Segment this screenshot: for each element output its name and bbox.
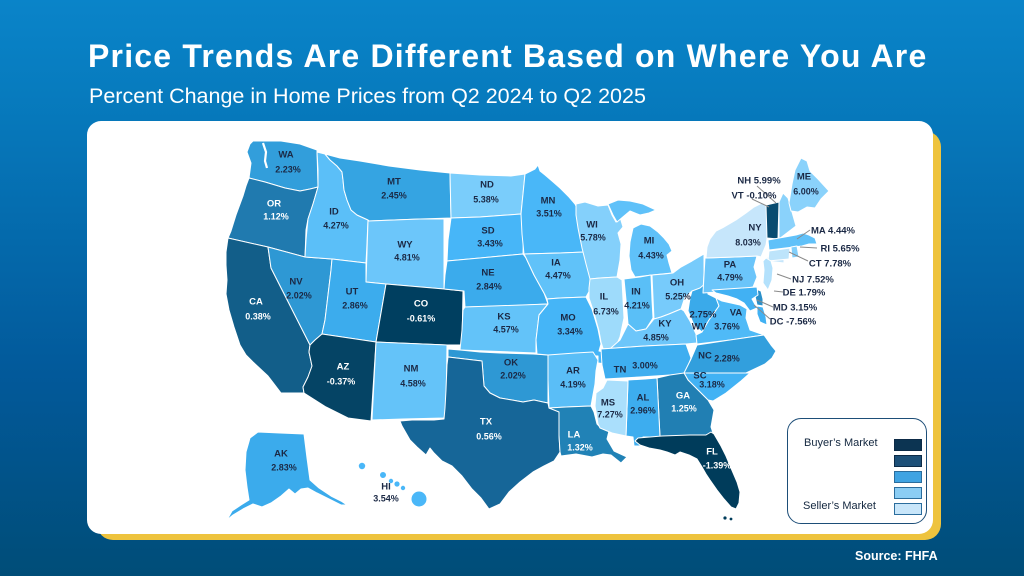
svg-text:VT -0.10%: VT -0.10% — [732, 191, 777, 202]
svg-text:3.54%: 3.54% — [373, 494, 399, 504]
svg-text:1.25%: 1.25% — [671, 404, 697, 414]
svg-text:4.57%: 4.57% — [493, 325, 519, 335]
svg-text:NE: NE — [481, 268, 494, 279]
svg-text:MA 4.44%: MA 4.44% — [811, 226, 856, 237]
svg-text:4.27%: 4.27% — [323, 221, 349, 231]
svg-text:OR: OR — [267, 199, 281, 210]
svg-text:5.38%: 5.38% — [473, 195, 499, 205]
svg-text:WY: WY — [397, 240, 413, 251]
svg-text:DC -7.56%: DC -7.56% — [770, 317, 817, 328]
svg-text:KY: KY — [658, 319, 672, 330]
svg-text:2.45%: 2.45% — [381, 191, 407, 201]
svg-text:CT 7.78%: CT 7.78% — [809, 259, 852, 270]
svg-text:OH: OH — [670, 278, 684, 289]
svg-text:SD: SD — [481, 226, 494, 237]
svg-text:2.84%: 2.84% — [476, 282, 502, 292]
svg-text:3.51%: 3.51% — [536, 209, 562, 219]
svg-text:SC: SC — [693, 371, 706, 382]
svg-text:IA: IA — [551, 258, 561, 269]
svg-text:4.43%: 4.43% — [638, 251, 664, 261]
svg-text:LA: LA — [568, 430, 581, 441]
svg-text:RI 5.65%: RI 5.65% — [820, 244, 860, 255]
svg-text:0.56%: 0.56% — [476, 432, 502, 442]
svg-text:7.27%: 7.27% — [597, 410, 623, 420]
svg-text:MT: MT — [387, 177, 401, 188]
svg-text:GA: GA — [676, 391, 690, 402]
svg-text:AL: AL — [637, 393, 650, 404]
svg-text:CA: CA — [249, 297, 263, 308]
svg-text:5.78%: 5.78% — [580, 233, 606, 243]
svg-text:2.75%: 2.75% — [690, 310, 717, 321]
svg-text:2.96%: 2.96% — [630, 406, 656, 416]
svg-text:IL: IL — [600, 292, 609, 303]
svg-text:NY: NY — [748, 223, 762, 234]
svg-text:4.21%: 4.21% — [624, 301, 650, 311]
svg-text:2.02%: 2.02% — [286, 291, 312, 301]
svg-text:-0.37%: -0.37% — [327, 377, 356, 387]
svg-text:1.32%: 1.32% — [567, 443, 593, 453]
svg-text:4.19%: 4.19% — [560, 380, 586, 390]
svg-text:ID: ID — [329, 207, 339, 218]
svg-text:NC: NC — [698, 351, 712, 362]
svg-text:1.12%: 1.12% — [263, 212, 289, 222]
svg-text:NM: NM — [404, 364, 419, 375]
svg-text:5.25%: 5.25% — [665, 292, 691, 302]
svg-text:DE 1.79%: DE 1.79% — [783, 288, 826, 299]
svg-text:MO: MO — [560, 313, 575, 324]
svg-text:CO: CO — [414, 299, 428, 310]
svg-text:3.00%: 3.00% — [632, 361, 658, 371]
svg-text:MD 3.15%: MD 3.15% — [773, 303, 818, 314]
svg-text:OK: OK — [504, 358, 518, 369]
svg-text:MN: MN — [541, 196, 556, 207]
svg-text:6.73%: 6.73% — [593, 307, 619, 317]
svg-text:0.38%: 0.38% — [245, 312, 271, 322]
svg-text:4.85%: 4.85% — [643, 333, 669, 343]
svg-text:VA: VA — [730, 308, 743, 319]
svg-text:TX: TX — [480, 417, 493, 428]
svg-text:WI: WI — [586, 220, 598, 231]
svg-text:AK: AK — [274, 449, 288, 460]
svg-text:4.47%: 4.47% — [545, 271, 571, 281]
svg-text:NJ 7.52%: NJ 7.52% — [792, 275, 834, 286]
svg-text:IN: IN — [631, 287, 641, 298]
svg-text:2.23%: 2.23% — [275, 165, 301, 175]
svg-text:WA: WA — [278, 150, 293, 161]
svg-text:AR: AR — [566, 366, 580, 377]
svg-text:MS: MS — [601, 398, 615, 409]
svg-text:3.18%: 3.18% — [699, 380, 725, 390]
svg-text:ME: ME — [797, 172, 811, 183]
svg-text:NH 5.99%: NH 5.99% — [737, 176, 781, 187]
svg-text:-1.39%: -1.39% — [703, 461, 732, 471]
svg-text:MI: MI — [644, 236, 655, 247]
svg-text:6.00%: 6.00% — [793, 187, 819, 197]
svg-text:FL: FL — [706, 447, 718, 458]
svg-text:NV: NV — [289, 277, 303, 288]
svg-text:2.28%: 2.28% — [714, 354, 740, 364]
svg-text:WV: WV — [692, 322, 707, 332]
svg-text:KS: KS — [497, 312, 510, 323]
svg-text:2.02%: 2.02% — [500, 371, 526, 381]
svg-text:AZ: AZ — [337, 362, 350, 373]
svg-text:4.81%: 4.81% — [394, 253, 420, 263]
svg-text:PA: PA — [724, 260, 737, 271]
svg-text:3.34%: 3.34% — [557, 327, 583, 337]
svg-text:ND: ND — [480, 180, 494, 191]
svg-text:UT: UT — [346, 287, 359, 298]
svg-text:-0.61%: -0.61% — [407, 314, 436, 324]
svg-text:2.83%: 2.83% — [271, 463, 297, 473]
svg-text:4.58%: 4.58% — [400, 379, 426, 389]
svg-text:8.03%: 8.03% — [735, 238, 761, 248]
svg-text:4.79%: 4.79% — [717, 273, 743, 283]
svg-text:3.76%: 3.76% — [714, 322, 740, 332]
svg-text:HI: HI — [381, 482, 391, 493]
svg-text:2.86%: 2.86% — [342, 301, 368, 311]
svg-text:TN: TN — [614, 365, 627, 376]
svg-text:3.43%: 3.43% — [477, 239, 503, 249]
